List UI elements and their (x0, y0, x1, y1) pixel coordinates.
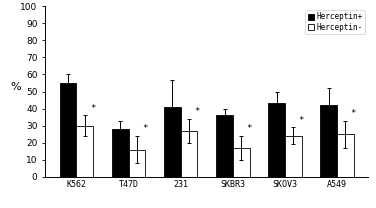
Text: *: * (299, 116, 304, 125)
Bar (129, 150, 145, 177)
Bar (268, 103, 285, 177)
Bar (233, 148, 250, 177)
Text: *: * (351, 109, 356, 118)
Bar (337, 134, 354, 177)
Text: *: * (246, 124, 252, 133)
Bar (181, 131, 197, 177)
Bar (112, 129, 129, 177)
Text: *: * (90, 104, 96, 113)
Bar (216, 115, 233, 177)
Text: *: * (194, 107, 200, 116)
Bar (164, 107, 181, 177)
Bar (285, 136, 302, 177)
Y-axis label: %: % (11, 82, 21, 92)
Legend: Herceptin+, Herceptin-: Herceptin+, Herceptin- (305, 10, 365, 34)
Bar (76, 126, 93, 177)
Bar (60, 83, 76, 177)
Text: *: * (142, 124, 147, 133)
Bar (320, 105, 337, 177)
